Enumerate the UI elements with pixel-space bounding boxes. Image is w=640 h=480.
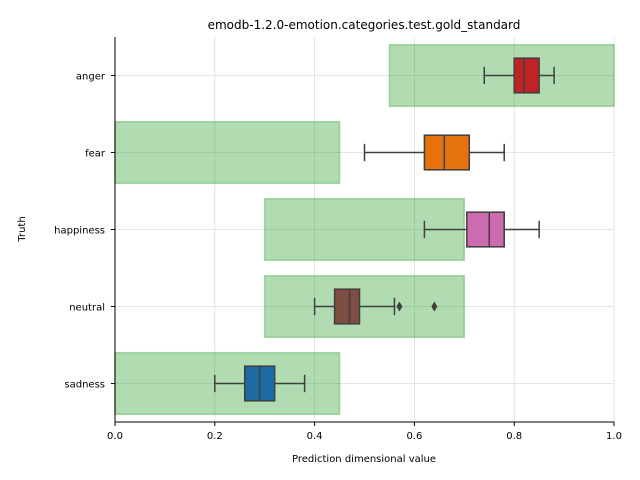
x-tick-label: 0.0 [107,431,123,442]
chart-title: emodb-1.2.0-emotion.categories.test.gold… [208,18,521,32]
y-axis-label: Truth [17,216,28,242]
y-tick-label: happiness [54,226,105,237]
y-tick-label: sadness [64,380,105,391]
boxes [214,57,555,402]
y-tick-label: neutral [69,303,105,314]
box-iqr [333,288,361,325]
x-tick-label: 0.4 [307,431,323,442]
y-tick-label: fear [85,149,106,160]
y-tick-label: anger [76,72,106,83]
outlier-point [431,301,438,312]
x-axis-label: Prediction dimensional value [292,454,436,465]
ticks: 0.0 0.2 0.4 0.6 0.8 1.0 anger fear happiness neut… [54,72,622,443]
x-tick-label: 0.2 [207,431,223,442]
target-range-band [114,120,341,185]
box-iqr [513,57,540,94]
box-iqr [423,134,471,171]
x-tick-label: 0.6 [406,431,422,442]
x-tick-label: 0.8 [506,431,522,442]
box-iqr [466,211,505,248]
outlier-point [396,301,403,312]
x-tick-label: 1.0 [606,431,622,442]
